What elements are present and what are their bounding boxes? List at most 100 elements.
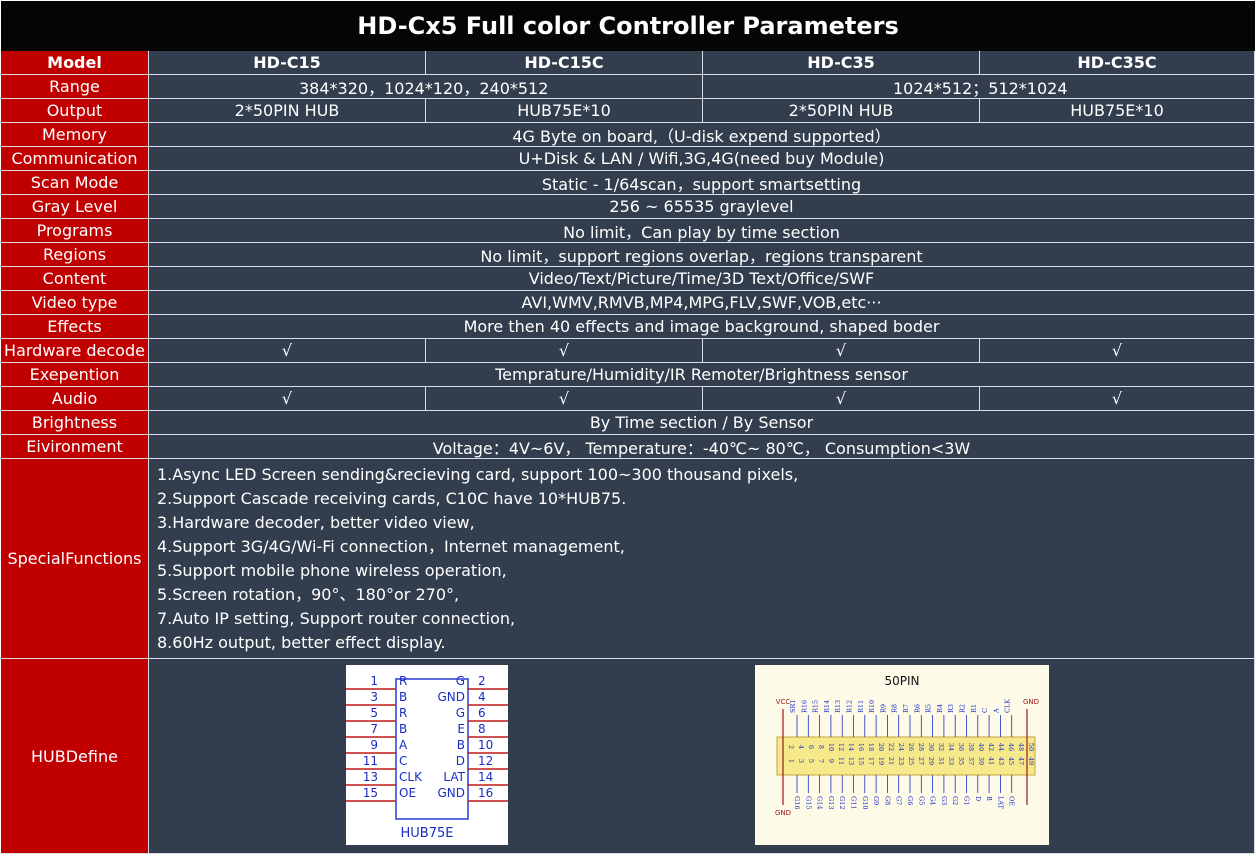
pin50-bottom-signal-label: B <box>985 796 993 801</box>
pin50-top-signal-label: R2 <box>959 704 967 713</box>
pin50-bottom-signal-label: G10 <box>861 796 869 809</box>
pin50-odd-pin-number: 45 <box>1007 757 1015 765</box>
hub75e-signal-label: LAT <box>443 770 465 784</box>
pin50-odd-pin-number: 1 <box>787 759 795 763</box>
pin50-top-signal-label: R10 <box>868 700 876 713</box>
pin50-even-pin-number: 10 <box>827 743 835 751</box>
special-function-item: 5.Support mobile phone wireless operatio… <box>157 561 507 580</box>
pin50-even-pin-number: 4 <box>797 745 805 749</box>
pin50-bottom-signal-label: G9 <box>872 796 880 805</box>
hub75e-signal-label: E <box>457 722 465 736</box>
pin50-even-pin-number: 36 <box>957 743 965 751</box>
pin50-odd-pin-number: 5 <box>807 759 815 763</box>
pin50-odd-pin-number: 3 <box>797 759 805 763</box>
pin50-odd-pin-number: 25 <box>907 757 915 765</box>
hub75e-signal-label: R <box>399 674 407 688</box>
pin50-bottom-signal-label: G12 <box>838 796 846 809</box>
pin50-top-signal-label: R12 <box>846 700 854 713</box>
output-label: Output <box>1 99 149 123</box>
pin50-top-signal-label: SR1 <box>789 700 797 713</box>
pin50-top-signal-label: R8 <box>891 704 899 713</box>
audio-check-hd-c35c: √ <box>980 387 1255 411</box>
pin50-even-pin-number: 30 <box>927 743 935 751</box>
pin50-top-signal-label: R11 <box>857 700 865 713</box>
pin50-caption: 50PIN <box>884 674 919 688</box>
regions-value: No limit，support regions overlap，regions… <box>149 243 1255 267</box>
special-function-item: 5.Screen rotation，90°、180°or 270°, <box>157 585 460 604</box>
pin50-even-pin-number: 6 <box>807 745 815 749</box>
hub75e-pin-number: 12 <box>478 754 493 768</box>
memory-value: 4G Byte on board,（U-disk expend supporte… <box>149 123 1255 147</box>
audio-check-hd-c15: √ <box>149 387 426 411</box>
pin50-top-signal-label: R7 <box>902 704 910 713</box>
hub75e-pin-number: 7 <box>370 722 378 736</box>
hub75e-pin-number: 5 <box>370 706 378 720</box>
hub75e-pin-number: 16 <box>478 786 493 800</box>
hub-define-label: HUBDefine <box>1 659 149 854</box>
pin50-even-pin-number: 28 <box>917 743 925 751</box>
memory-label: Memory <box>1 123 149 147</box>
audio-label: Audio <box>1 387 149 411</box>
hardware-decode-label: Hardware decode <box>1 339 149 363</box>
pin50-odd-pin-number: 41 <box>987 757 995 765</box>
hub-define-area: 1 R 3 B 5 R 7 B 9 A 11 C 13 CLK 15 OE 2 G 4 GND 6 G 8 E 10 B 12 D 14… <box>149 659 1255 854</box>
hub75e-signal-label: B <box>399 690 407 704</box>
hub75e-pin-number: 13 <box>363 770 378 784</box>
hub75e-signal-label: G <box>456 706 465 720</box>
pin50-top-signal-label: R9 <box>879 704 887 713</box>
gray-level-value: 256 ~ 65535 graylevel <box>149 195 1255 219</box>
output-value-hd-c15: 2*50PIN HUB <box>149 99 426 123</box>
pin50-even-pin-number: 44 <box>997 743 1005 751</box>
hardware-decode-check-hd-c35c: √ <box>980 339 1255 363</box>
pin50-vcc-label: VCC <box>776 698 791 706</box>
pin50-top-signal-label: R16 <box>800 700 808 713</box>
exepention-label: Exepention <box>1 363 149 387</box>
pin50-gnd-top-label: GND <box>1023 698 1039 706</box>
output-value-hd-c35: 2*50PIN HUB <box>703 99 980 123</box>
pin50-odd-pin-number: 7 <box>817 759 825 763</box>
effects-label: Effects <box>1 315 149 339</box>
pin50-odd-pin-number: 19 <box>877 757 885 765</box>
pin50-top-signal-label: R13 <box>834 700 842 713</box>
pin50-even-pin-number: 42 <box>987 743 995 751</box>
pin50-odd-pin-number: 31 <box>937 757 945 765</box>
pin50-odd-pin-number: 15 <box>857 757 865 765</box>
hub75e-signal-label: A <box>399 738 408 752</box>
model-header-hd-c35: HD-C35 <box>703 51 980 75</box>
special-functions-label: SpecialFunctions <box>1 459 149 659</box>
effects-value: More then 40 effects and image backgroun… <box>149 315 1255 339</box>
audio-check-hd-c15c: √ <box>426 387 703 411</box>
pin50-even-pin-number: 8 <box>817 745 825 749</box>
pin50-even-pin-number: 2 <box>787 745 795 749</box>
pin50-odd-pin-number: 27 <box>917 757 925 765</box>
pin50-even-pin-number: 16 <box>857 743 865 751</box>
hub75e-signal-label: GND <box>437 786 465 800</box>
pin50-even-pin-number: 12 <box>837 743 845 751</box>
pin50-bottom-signal-label: G4 <box>929 796 937 805</box>
pin50-bottom-signal-label: D <box>974 796 982 801</box>
model-header-hd-c15c: HD-C15C <box>426 51 703 75</box>
pin50-odd-pin-number: 33 <box>947 757 955 765</box>
model-header-hd-c15: HD-C15 <box>149 51 426 75</box>
output-value-hd-c15c: HUB75E*10 <box>426 99 703 123</box>
pin50-bottom-signal-label: G5 <box>917 796 925 805</box>
pin50-top-signal-label: CLK <box>1004 699 1012 713</box>
pin50-odd-pin-number: 21 <box>887 757 895 765</box>
pin50-odd-pin-number: 49 <box>1027 757 1035 765</box>
hub75e-pin-number: 3 <box>370 690 378 704</box>
communication-value: U+Disk & LAN / Wifi,3G,4G(need buy Modul… <box>149 147 1255 171</box>
pin50-odd-pin-number: 9 <box>827 759 835 763</box>
pin50-top-signal-label: R4 <box>936 704 944 713</box>
pin50-odd-pin-number: 29 <box>927 757 935 765</box>
model-header-label: Model <box>1 51 149 75</box>
pin50-even-pin-number: 14 <box>847 743 855 751</box>
pin50-odd-pin-number: 17 <box>867 757 875 765</box>
hub75e-signal-label: CLK <box>399 770 423 784</box>
content-value: Video/Text/Picture/Time/3D Text/Office/S… <box>149 267 1255 291</box>
hub75e-pin-number: 4 <box>478 690 486 704</box>
pin50-odd-pin-number: 13 <box>847 757 855 765</box>
pin50-odd-pin-number: 43 <box>997 757 1005 765</box>
programs-value: No limit，Can play by time section <box>149 219 1255 243</box>
pin50-bottom-signal-label: G7 <box>895 796 903 805</box>
